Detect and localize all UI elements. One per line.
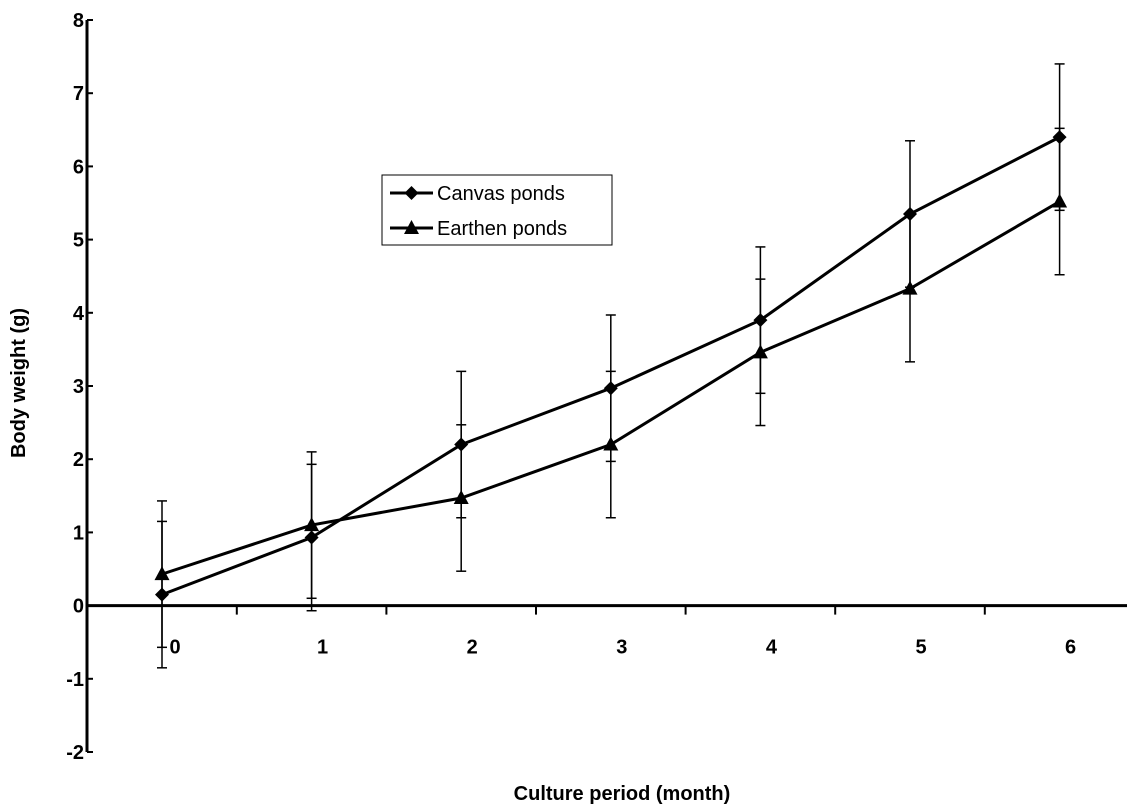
data-point-canvas <box>304 530 319 545</box>
series-markers <box>154 130 1068 602</box>
x-tick-label: 2 <box>467 637 478 659</box>
y-tick-label: 8 <box>73 10 84 32</box>
y-tick-label: 6 <box>73 156 84 178</box>
y-tick-label: -2 <box>66 742 84 764</box>
y-tick-label: -1 <box>66 669 84 691</box>
x-tick-label: 6 <box>1065 637 1076 659</box>
y-tick-label: 4 <box>73 303 85 325</box>
y-tick-label: 2 <box>73 449 84 471</box>
data-point-canvas <box>1052 130 1067 145</box>
data-point-earthen <box>752 344 768 359</box>
x-tick-label: 3 <box>616 637 627 659</box>
x-tick-label: 4 <box>766 637 778 659</box>
legend-label-earthen: Earthen ponds <box>437 218 567 240</box>
data-point-earthen <box>603 436 619 451</box>
data-point-earthen <box>453 489 469 504</box>
x-tick-label: 0 <box>169 637 180 659</box>
data-point-canvas <box>753 313 768 328</box>
data-point-canvas <box>903 206 917 221</box>
x-tick-label: 1 <box>317 637 328 659</box>
legend-box <box>381 174 613 246</box>
y-tick-label: 0 <box>73 596 84 618</box>
y-tick-label: 5 <box>73 230 84 252</box>
y-tick-label: 1 <box>73 522 84 544</box>
legend-marker-canvas <box>404 186 419 200</box>
data-point-canvas <box>603 381 618 396</box>
legend: Canvas ponds Earthen ponds <box>381 174 613 246</box>
data-point-canvas <box>454 437 469 452</box>
data-point-earthen <box>154 566 170 581</box>
y-axis-title: Body weight (g) <box>8 308 30 458</box>
legend-marker-earthen <box>404 220 419 234</box>
x-tick-label: 5 <box>915 637 926 659</box>
data-point-canvas <box>155 587 169 602</box>
y-tick-label: 7 <box>73 83 84 105</box>
y-tick-label: 3 <box>73 376 84 398</box>
x-axis-title: Culture period (month) <box>514 783 731 805</box>
data-point-earthen <box>902 280 918 295</box>
axes: -2 -1 0 1 2 3 4 5 6 7 8 0 1 2 3 4 5 6 <box>66 10 1127 764</box>
data-point-earthen <box>304 517 320 532</box>
data-point-earthen <box>1052 193 1068 208</box>
error-bars <box>157 63 1065 669</box>
legend-label-canvas: Canvas ponds <box>437 183 565 205</box>
